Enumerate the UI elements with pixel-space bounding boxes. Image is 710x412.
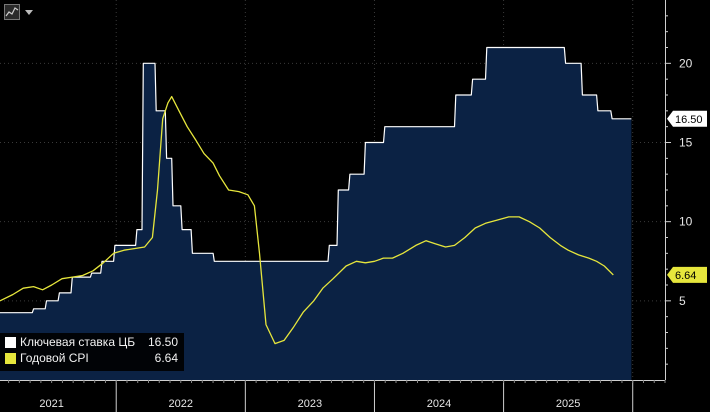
chart-thumbnail-icon[interactable] xyxy=(4,4,20,20)
legend-swatch xyxy=(5,353,16,364)
end-label-value: 16.50 xyxy=(675,114,703,126)
legend-label: Ключевая ставка ЦБ xyxy=(20,335,135,349)
y-tick-label: 5 xyxy=(679,294,686,308)
legend-value: 16.50 xyxy=(148,335,178,349)
x-year-label: 2023 xyxy=(298,398,322,410)
end-label-cpi: 6.64 xyxy=(667,266,707,283)
x-year-label: 2025 xyxy=(556,398,580,410)
series-area-key-rate xyxy=(0,47,632,380)
x-year-label: 2021 xyxy=(39,398,63,410)
legend-label: Годовой CPI xyxy=(20,351,89,365)
end-label-layer: 16.50 6.64 xyxy=(667,110,707,283)
x-year-label: 2024 xyxy=(427,398,451,410)
y-tick-label: 15 xyxy=(679,136,693,150)
legend-swatch xyxy=(5,337,16,348)
x-year-label: 2022 xyxy=(169,398,193,410)
y-tick-label: 20 xyxy=(679,56,693,70)
end-label-value: 6.64 xyxy=(675,270,696,282)
legend: Ключевая ставка ЦБ 16.50 Годовой CPI 6.64 xyxy=(0,333,184,371)
axis-layer: 5 10 15 20 2021 2022 2023 2024 2025 xyxy=(0,0,693,412)
chart-toolbar xyxy=(4,4,39,20)
series-layer xyxy=(0,46,632,345)
series-line-key-rate xyxy=(0,46,632,314)
y-tick-label: 10 xyxy=(679,215,693,229)
end-label-key-rate: 16.50 xyxy=(667,110,707,127)
end-label-box xyxy=(667,266,707,283)
legend-value: 6.64 xyxy=(155,351,179,365)
fill-layer xyxy=(0,47,632,380)
series-line-cpi xyxy=(0,95,614,345)
legend-box xyxy=(0,333,184,371)
end-label-box xyxy=(667,110,707,127)
dropdown-triangle-icon[interactable] xyxy=(23,4,39,20)
